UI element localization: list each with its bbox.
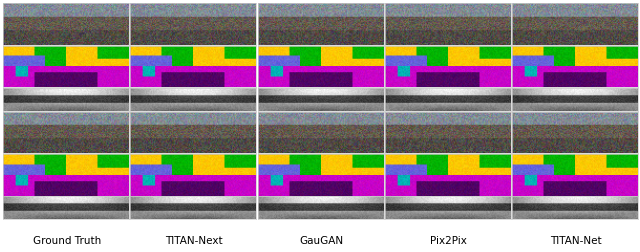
Text: TITAN-Next: TITAN-Next: [165, 236, 223, 246]
Text: Pix2Pix: Pix2Pix: [430, 236, 467, 246]
Text: TITAN-Net: TITAN-Net: [550, 236, 602, 246]
Text: Ground Truth: Ground Truth: [33, 236, 101, 246]
Text: GauGAN: GauGAN: [300, 236, 343, 246]
